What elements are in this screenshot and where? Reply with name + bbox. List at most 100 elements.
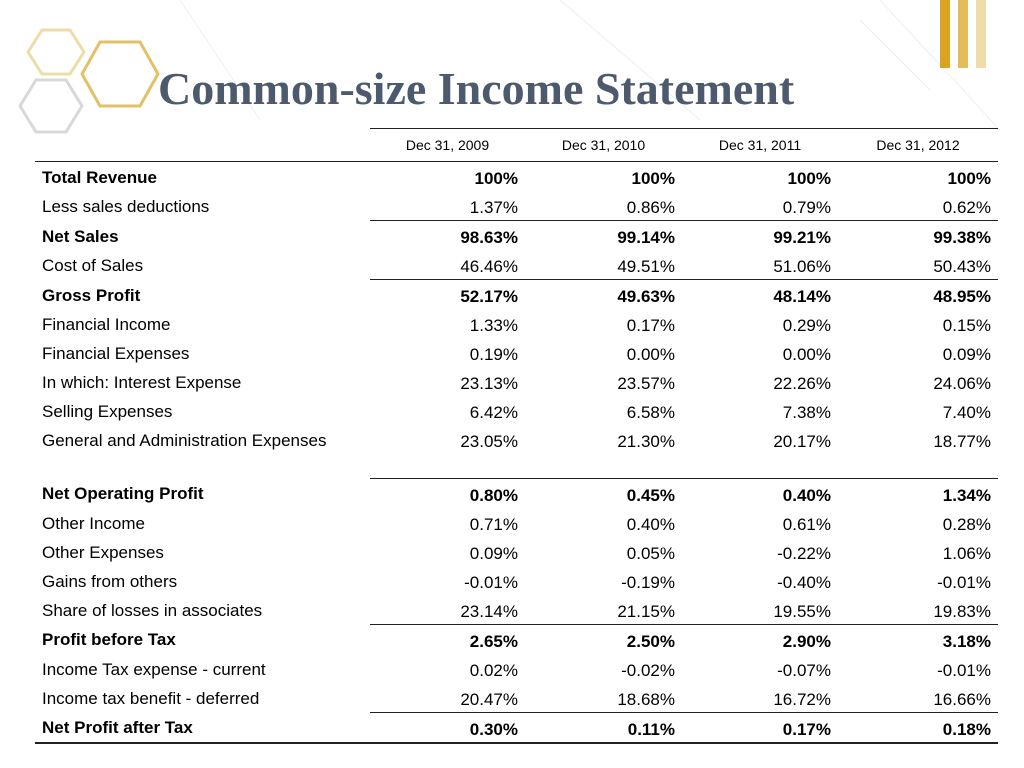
row-label: Income Tax expense - current (42, 659, 266, 679)
cell-value: 1.37% (469, 198, 518, 217)
row-label: Other Income (42, 513, 145, 533)
row-label: Financial Expenses (42, 344, 190, 363)
column-header: Dec 31, 2012 (838, 128, 998, 162)
row-label: Gains from others (42, 571, 178, 591)
cell-value: 99.21% (682, 220, 838, 250)
cell-value: -0.02% (621, 660, 675, 680)
row-label: Net Operating Profit (42, 484, 204, 503)
cell-value: 7.40% (942, 403, 991, 422)
cell-value: 0.05% (626, 543, 675, 563)
row-label: Financial Income (42, 315, 171, 334)
row-label: Cost of Sales (42, 256, 144, 275)
row-label: Profit before Tax (42, 630, 176, 649)
table-row: Net Sales 98.63% 99.14% 99.21% 99.38% (35, 220, 998, 250)
cell-value: -0.19% (621, 572, 675, 592)
cell-value: 19.83% (933, 601, 991, 621)
header-row: Dec 31, 2009 Dec 31, 2010 Dec 31, 2011 Dec … (35, 128, 998, 162)
cell-value: 100% (947, 169, 991, 188)
cell-value: 18.77% (933, 432, 991, 451)
cell-value: 0.29% (782, 316, 831, 335)
cell-value: 98.63% (370, 220, 525, 250)
cell-value: 16.66% (933, 689, 991, 709)
cell-value: 51.06% (773, 257, 831, 276)
cell-value: 23.57% (617, 374, 675, 393)
cell-value: 0.11% (525, 711, 682, 744)
slide-title: Common-size Income Statement (158, 63, 795, 114)
cell-value: -0.01% (937, 660, 991, 680)
cell-value: 0.09% (469, 543, 518, 563)
row-label: Net Profit after Tax (35, 712, 370, 744)
cell-value: 100% (631, 169, 675, 188)
cell-value: -0.01% (937, 572, 991, 592)
hexagon (26, 28, 86, 76)
header-blank (35, 128, 370, 162)
cell-value: 0.45% (525, 477, 682, 508)
cell-value: 0.71% (469, 514, 518, 534)
hexagon (80, 40, 160, 108)
decoration (18, 0, 1001, 134)
cell-value: 0.17% (626, 316, 675, 335)
cell-value: 0.00% (782, 345, 831, 364)
cell-value: 22.26% (773, 374, 831, 393)
table-row: Income Tax expense - current 0.02% -0.02% -… (35, 654, 998, 683)
cell-value: 3.18% (838, 623, 998, 654)
cell-value: 0.40% (682, 477, 838, 508)
cell-value: 99.14% (525, 220, 682, 250)
cell-value: 1.33% (469, 316, 518, 335)
column-header: Dec 31, 2011 (682, 128, 838, 162)
cell-value: 0.09% (942, 345, 991, 364)
table-row: General and Administration Expenses 23.05… (35, 425, 998, 478)
cell-value: 16.72% (773, 689, 831, 709)
column-header: Dec 31, 2010 (525, 128, 682, 162)
table-row: Cost of Sales 46.46% 49.51% 51.06% 50.43% (35, 250, 998, 280)
cell-value: 0.61% (782, 514, 831, 534)
row-label: Selling Expenses (42, 402, 173, 421)
cell-value: 100% (787, 169, 831, 188)
cell-value: 52.17% (370, 279, 525, 309)
cell-value: -0.22% (777, 543, 831, 563)
table-row: Net Operating Profit 0.80% 0.45% 0.40% 1.34% (35, 477, 998, 508)
cell-value: 0.17% (682, 711, 838, 744)
cell-value: 23.05% (460, 432, 518, 451)
cell-value: 0.00% (626, 345, 675, 364)
cell-value: 0.28% (942, 514, 991, 534)
cell-value: 49.63% (525, 279, 682, 309)
row-label: In which: Interest Expense (42, 373, 242, 392)
cell-value: 2.90% (682, 623, 838, 654)
row-label: Gross Profit (42, 285, 141, 305)
table-row: Net Profit after Tax 0.30% 0.11% 0.17% 0.18% (35, 711, 998, 744)
table-row: Share of losses in associates 23.14% 21.15… (35, 595, 998, 625)
cell-value: 23.14% (460, 601, 518, 621)
cell-value: 2.65% (370, 623, 525, 654)
cell-value: 0.02% (469, 660, 518, 680)
gold-bar (958, 0, 968, 68)
cell-value: 19.55% (773, 601, 831, 621)
row-label: Share of losses in associates (42, 600, 263, 620)
cell-value: 2.50% (525, 623, 682, 654)
cell-value: 46.46% (460, 257, 518, 276)
gold-bar (940, 0, 950, 68)
row-label: Less sales deductions (42, 197, 210, 216)
cell-value: 0.40% (626, 514, 675, 534)
cell-value: 0.79% (782, 198, 831, 217)
cell-value: 6.58% (626, 403, 675, 422)
cell-value: 20.17% (773, 432, 831, 451)
cell-value: 0.86% (626, 198, 675, 217)
cell-value: -0.07% (777, 660, 831, 680)
cell-value: 7.38% (782, 403, 831, 422)
table-row: Profit before Tax 2.65% 2.50% 2.90% 3.18% (35, 623, 998, 654)
cell-value: 100% (474, 169, 518, 188)
row-label: General and Administration Expenses (42, 431, 327, 450)
table-row: Other Income 0.71% 0.40% 0.61% 0.28% (35, 508, 998, 537)
cell-value: 6.42% (469, 403, 518, 422)
cell-value: 20.47% (460, 689, 518, 709)
row-label: Net Sales (42, 226, 119, 246)
table-row: Gross Profit 52.17% 49.63% 48.14% 48.95% (35, 279, 998, 309)
hexagon (18, 78, 84, 134)
table-row: Selling Expenses 6.42% 6.58% 7.38% 7.40% (35, 396, 998, 425)
cell-value: 0.62% (942, 198, 991, 217)
cell-value: 99.38% (838, 220, 998, 250)
table-row: Income tax benefit - deferred 20.47% 18.68… (35, 683, 998, 713)
cell-value: 0.80% (370, 477, 525, 508)
cell-value: 21.30% (617, 432, 675, 451)
